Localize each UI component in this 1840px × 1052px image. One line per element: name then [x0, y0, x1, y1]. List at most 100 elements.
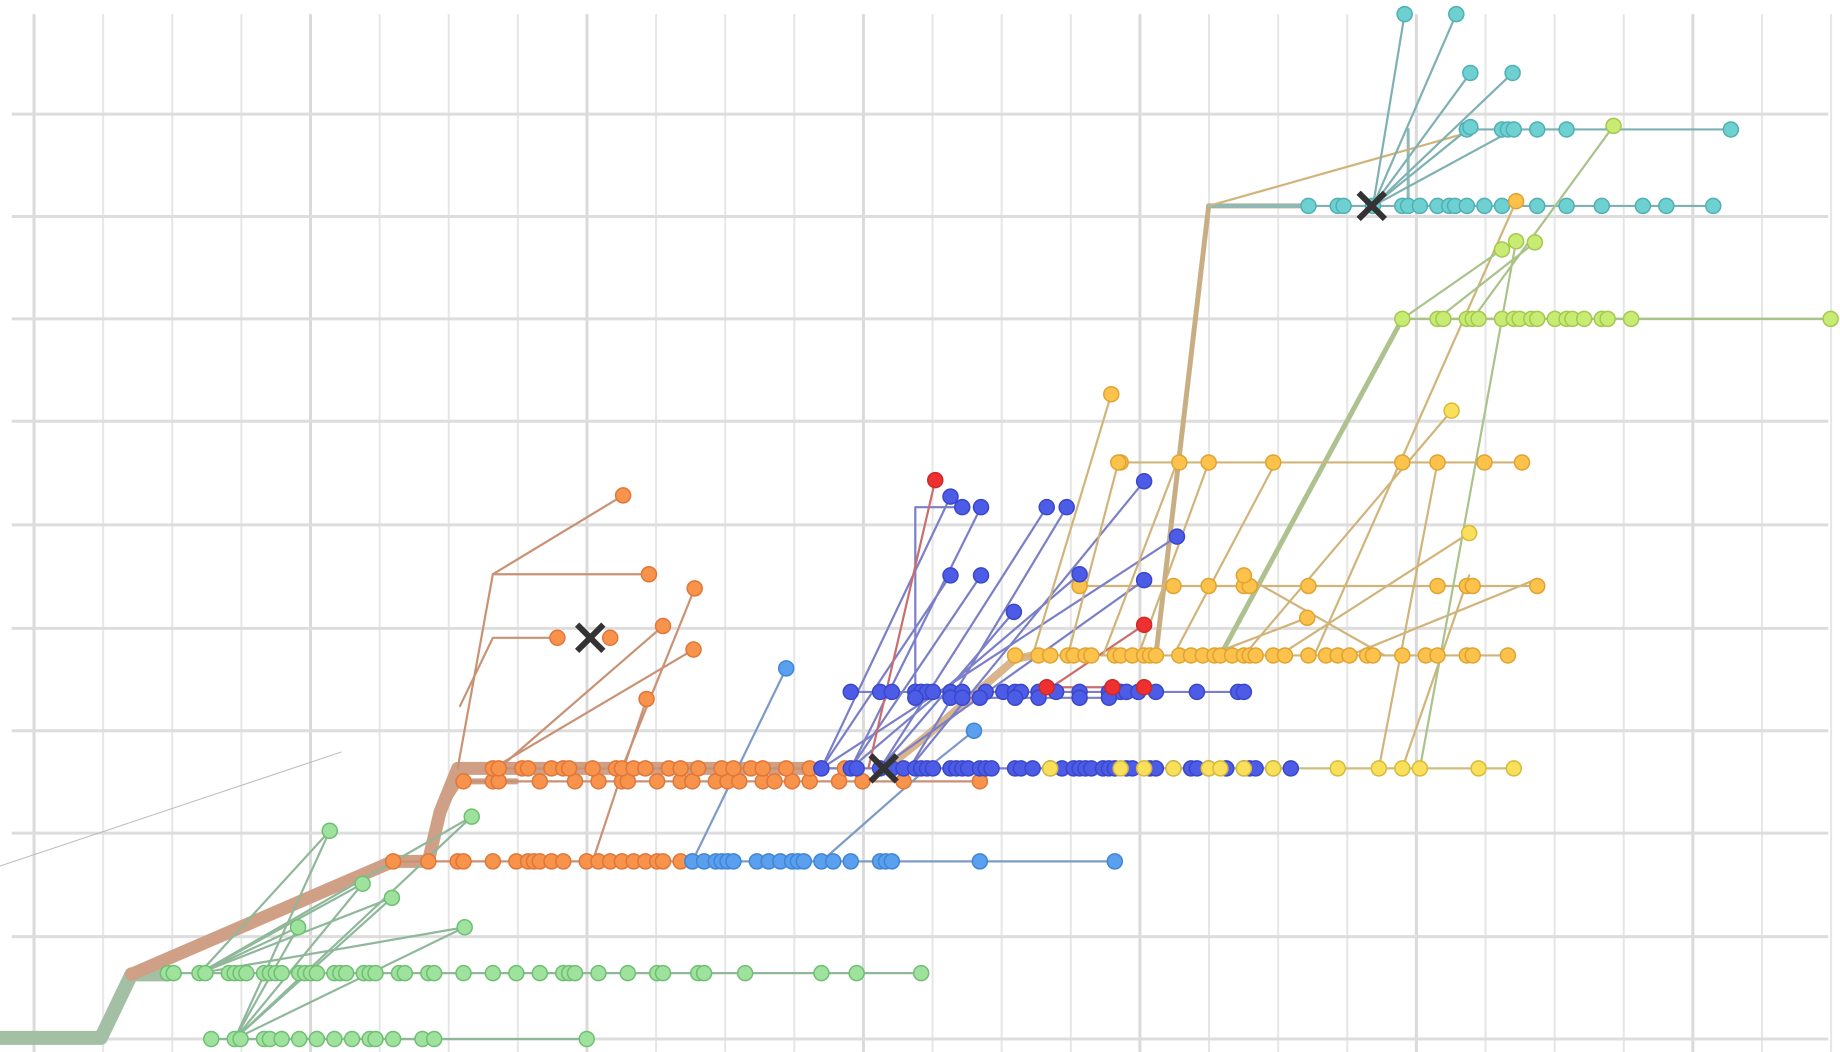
branch-edge: [1371, 125, 1472, 208]
orange-node: [725, 760, 742, 777]
branch-edge: [491, 494, 625, 576]
orange-node: [484, 853, 502, 870]
light-blue-node: [971, 853, 989, 870]
yellow-orange-node: [1429, 454, 1446, 471]
blue-node: [1071, 565, 1088, 583]
green-node: [455, 964, 472, 982]
green-node: [273, 1030, 290, 1048]
yellow-orange-node: [1394, 454, 1411, 471]
branch-edge: [1371, 128, 1515, 208]
teal-node: [1504, 64, 1521, 82]
branch-edge: [233, 815, 473, 1041]
green-node: [425, 964, 443, 982]
yellow-node: [1264, 760, 1282, 777]
yellow-node: [1443, 402, 1460, 419]
teal-node: [1462, 64, 1479, 82]
grid: [0, 14, 1833, 1052]
orange-node: [686, 580, 703, 597]
green-node: [695, 964, 713, 982]
green-node: [290, 1030, 308, 1048]
teal-node: [1300, 197, 1317, 215]
branch-edges: [166, 13, 1832, 1041]
green-node: [456, 919, 473, 936]
blue-node: [813, 760, 830, 777]
blue-node: [848, 760, 865, 777]
cross-marker-stroke: [868, 753, 899, 784]
branch-edge: [1277, 531, 1471, 657]
green-node: [654, 964, 672, 982]
blue-node: [983, 760, 1000, 777]
blue-node: [1071, 689, 1088, 707]
lime-node: [1435, 310, 1452, 328]
green-node: [578, 1030, 595, 1048]
branch-edge: [1371, 13, 1458, 208]
light-blue-node: [795, 853, 813, 870]
yellow-orange-node: [1507, 192, 1525, 210]
green-node: [566, 964, 584, 982]
blue-node: [1005, 603, 1023, 621]
teal-node: [1493, 197, 1511, 215]
branch-edge: [456, 573, 651, 770]
yellow-orange-node: [1429, 647, 1446, 664]
yellow-orange-node: [1083, 647, 1100, 664]
green-node: [813, 964, 830, 982]
green-node: [484, 964, 502, 982]
green-node: [308, 1030, 326, 1048]
blue-node: [1006, 689, 1024, 707]
yellow-orange-node: [1235, 567, 1253, 584]
teal-node: [1335, 197, 1352, 215]
reference-line: [0, 751, 342, 867]
yellow-node: [1470, 760, 1487, 777]
yellow-node: [1394, 760, 1411, 777]
branch-edge: [867, 479, 937, 770]
blue-node: [1282, 760, 1300, 777]
blue-node: [924, 683, 942, 701]
yellow-orange-node: [1394, 647, 1411, 664]
green-node: [354, 875, 371, 892]
blue-node: [1168, 528, 1186, 545]
blue-node: [942, 488, 959, 505]
cross-marker-stroke: [575, 622, 606, 654]
teal-node: [1462, 118, 1479, 136]
yellow-orange-node: [1247, 647, 1264, 664]
teal-node: [1411, 197, 1429, 215]
yellow-orange-node: [1200, 577, 1217, 595]
orange-node: [640, 565, 658, 583]
green-node: [321, 822, 338, 840]
green-node: [238, 964, 255, 982]
light-blue-node: [1106, 853, 1124, 870]
yellow-orange-node: [1341, 647, 1358, 664]
branch-edge: [233, 926, 466, 1041]
yellow-orange-node: [1513, 454, 1531, 471]
branch-edge: [1371, 71, 1514, 208]
yellow-orange-node: [1200, 454, 1217, 471]
red-node: [1038, 678, 1055, 696]
yellow-orange-node: [1171, 454, 1188, 471]
teal-node: [1528, 121, 1546, 138]
blue-node: [842, 683, 860, 701]
yellow-orange-node: [1364, 647, 1382, 664]
branch-edge: [1418, 240, 1518, 770]
trunk-edges: [0, 127, 1410, 1045]
teal-node: [1593, 197, 1611, 215]
branch-edge: [233, 882, 364, 1041]
orange-node: [584, 760, 601, 777]
branch-edge: [491, 648, 695, 770]
branch-edge: [908, 506, 1068, 770]
blue-node: [953, 689, 971, 707]
green-node: [590, 964, 607, 982]
branch-edge: [1371, 13, 1406, 208]
blue-node: [971, 689, 989, 707]
orange-node: [654, 617, 672, 635]
green-node: [197, 964, 214, 982]
branch-edge: [879, 506, 1048, 770]
teal-node: [1558, 197, 1575, 215]
green-node: [232, 1030, 249, 1048]
green-node: [202, 1030, 220, 1048]
blue-node: [1135, 473, 1153, 490]
green-node: [463, 808, 480, 825]
orange-node: [672, 760, 689, 777]
green-node: [396, 964, 414, 982]
green-node: [289, 919, 307, 936]
blue-node: [1038, 498, 1055, 516]
